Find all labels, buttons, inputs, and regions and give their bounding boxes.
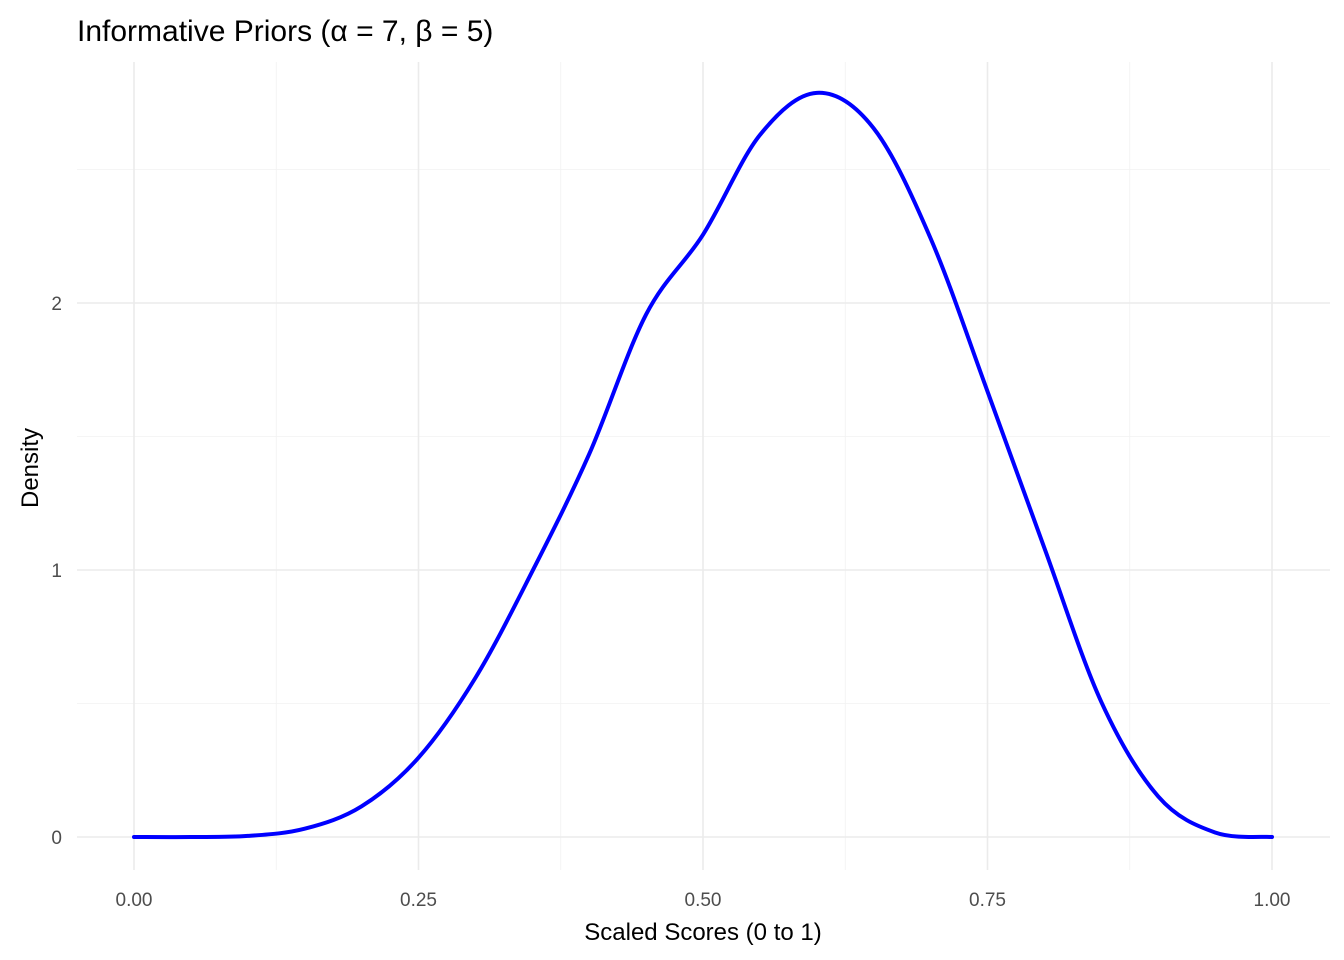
- density-curve: [132, 90, 1274, 840]
- x-tick-label: 0.50: [685, 890, 722, 911]
- grid: [77, 62, 1330, 870]
- y-tick-label: 1: [51, 561, 62, 582]
- x-tick-label: 0.25: [400, 890, 437, 911]
- x-tick-label: 1.00: [1254, 890, 1291, 911]
- x-axis-title: Scaled Scores (0 to 1): [584, 919, 821, 946]
- curves: [132, 90, 1274, 840]
- x-tick-label: 0.00: [116, 890, 153, 911]
- y-axis-ticks: 0 1 2: [51, 294, 62, 849]
- y-tick-label: 2: [51, 294, 62, 315]
- y-axis-title: Density: [17, 428, 44, 508]
- x-tick-label: 0.75: [969, 890, 1006, 911]
- x-axis-ticks: 0.00 0.25 0.50 0.75 1.00: [116, 890, 1291, 911]
- chart-title: Informative Priors (α = 7, β = 5): [77, 15, 493, 48]
- y-tick-label: 0: [51, 828, 62, 849]
